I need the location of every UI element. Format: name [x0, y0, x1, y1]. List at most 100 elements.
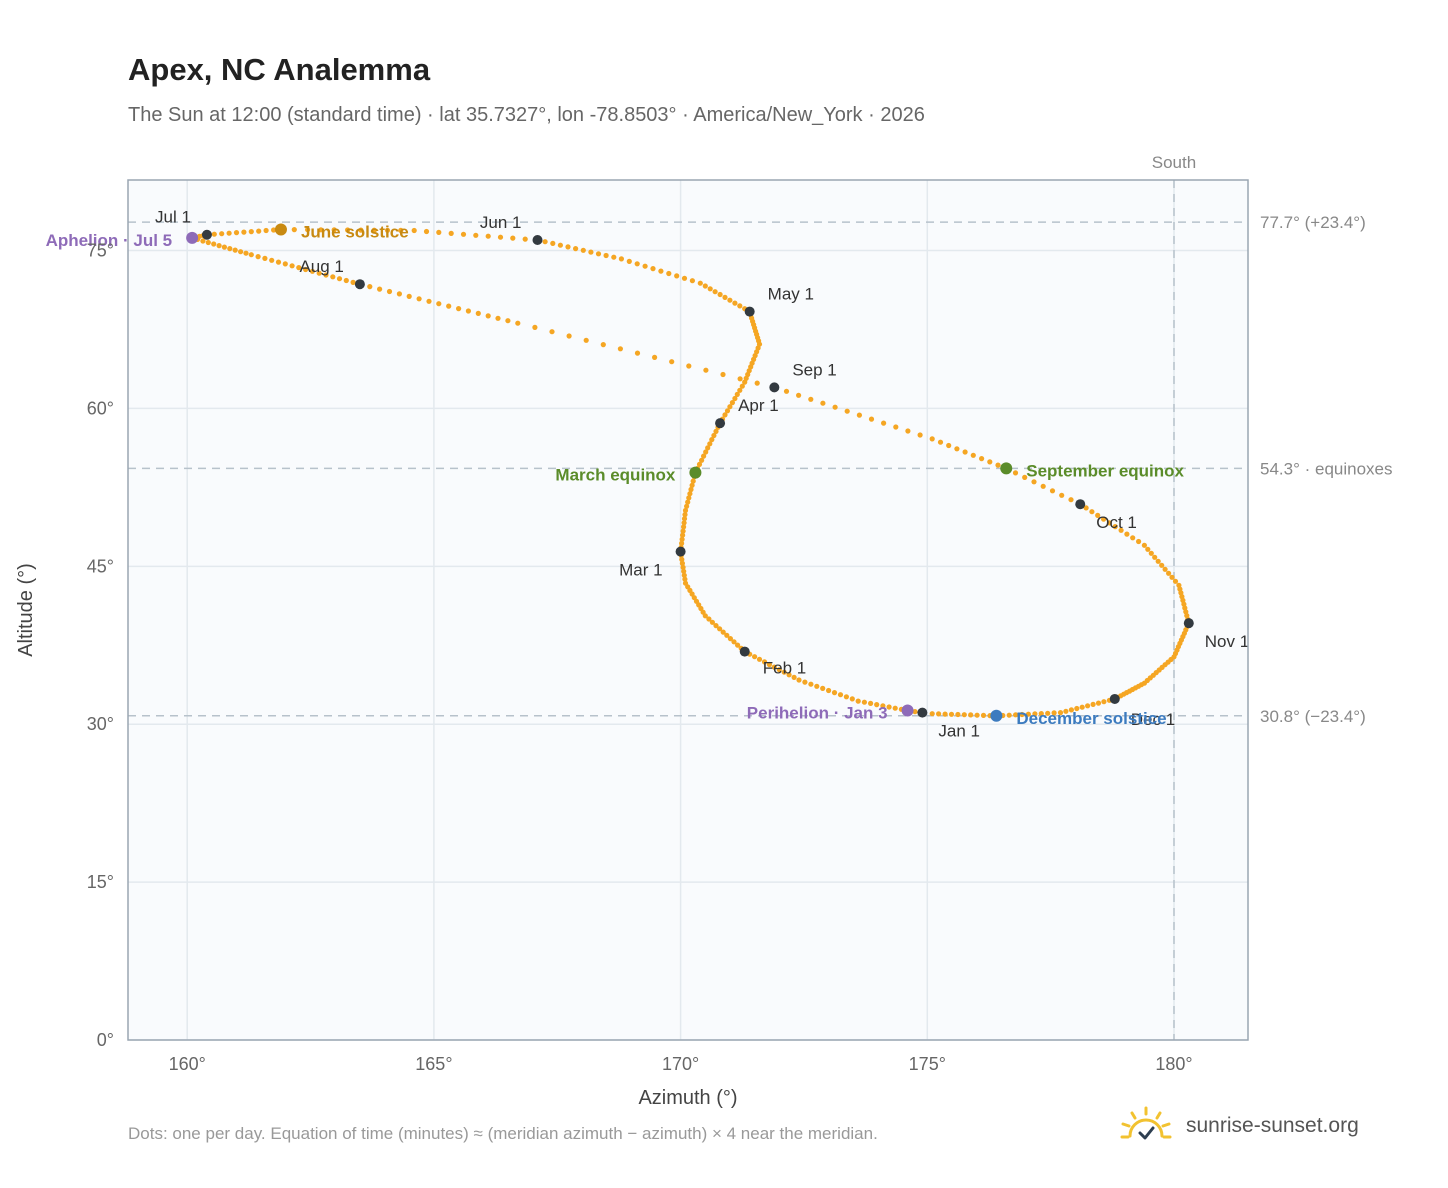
daily-sun-dot: [460, 231, 467, 237]
daily-sun-dot: [386, 288, 393, 295]
daily-sun-dot: [216, 243, 222, 249]
daily-sun-dot: [1032, 711, 1038, 717]
daily-sun-dot: [814, 683, 820, 689]
daily-sun-dot: [323, 272, 329, 278]
daily-sun-dot: [737, 387, 743, 393]
y-tick-label: 45°: [87, 556, 114, 576]
daily-sun-dot: [522, 236, 528, 242]
daily-sun-dot: [248, 229, 254, 235]
daily-sun-dot: [658, 268, 664, 274]
daily-sun-dot: [603, 252, 609, 259]
footnote: Dots: one per day. Equation of time (min…: [128, 1124, 878, 1143]
daily-sun-dot: [262, 255, 268, 261]
daily-sun-dot: [729, 400, 736, 406]
daily-sun-dot: [200, 238, 206, 244]
daily-sun-dot: [936, 711, 942, 717]
daily-sun-dot: [485, 313, 491, 319]
daily-sun-dot: [1172, 578, 1179, 584]
month-label: Jul 1: [155, 208, 191, 227]
brand[interactable]: sunrise-sunset.org: [1120, 1106, 1359, 1146]
y-axis-label: Altitude (°): [15, 563, 37, 657]
daily-sun-dot: [696, 461, 703, 467]
x-tick-label: 175°: [909, 1054, 946, 1074]
event-label: December solstice: [1016, 709, 1166, 728]
daily-sun-dot: [707, 441, 713, 447]
event-label: June solstice: [301, 222, 409, 241]
daily-sun-dot: [995, 462, 1001, 468]
month-label: Oct 1: [1096, 513, 1137, 532]
daily-sun-dot: [886, 704, 892, 710]
daily-sun-dot: [396, 291, 402, 297]
daily-sun-dot: [1038, 711, 1044, 717]
month-label: Apr 1: [738, 396, 779, 415]
daily-sun-dot: [954, 446, 960, 452]
daily-sun-dot: [1136, 538, 1142, 545]
daily-sun-dot: [684, 503, 690, 509]
event-marker: [901, 704, 914, 717]
brand-name[interactable]: sunrise-sunset.org: [1186, 1114, 1359, 1137]
month-label: Dec 1: [1131, 710, 1175, 729]
y-tick-label: 75°: [87, 241, 114, 261]
daily-sun-dot: [688, 486, 694, 493]
daily-sun-dot: [682, 511, 688, 518]
daily-sun-dot: [1074, 705, 1080, 712]
daily-sun-dot: [1085, 703, 1091, 709]
daily-sun-dot: [289, 263, 295, 269]
daily-sun-dot: [791, 674, 797, 681]
daily-sun-dot: [205, 239, 211, 246]
event-markers: June solstice Aphelion · Jul 5 March equin…: [46, 222, 1185, 727]
daily-sun-dot: [679, 536, 685, 542]
daily-sun-dot: [1124, 531, 1130, 537]
daily-sun-dot: [802, 679, 808, 685]
month-label: Sep 1: [792, 360, 836, 379]
daily-sun-dot: [505, 318, 511, 324]
daily-sun-dot: [423, 228, 430, 235]
event-marker: [990, 709, 1003, 722]
daily-sun-dot: [880, 703, 886, 709]
daily-sun-dot: [275, 259, 282, 265]
daily-sun-dot: [557, 242, 564, 248]
daily-sun-dot: [1155, 558, 1161, 564]
x-axis-label: Azimuth (°): [638, 1087, 737, 1109]
daily-sun-dot: [697, 280, 703, 286]
daily-sun-dot: [686, 363, 692, 369]
axes: 160° 165° 170° 175° 180° 0° 15° 30° 45° 60° 75° Azi…: [15, 241, 1193, 1109]
daily-sun-dot: [1159, 562, 1165, 568]
daily-sun-dot: [713, 623, 719, 629]
month-label: Mar 1: [619, 561, 662, 580]
daily-sun-dot: [776, 667, 782, 673]
daily-sun-dot: [808, 681, 814, 687]
y-tick-label: 0°: [97, 1030, 114, 1050]
daily-sun-dot: [532, 324, 538, 330]
daily-sun-dot: [970, 452, 976, 458]
daily-sun-dot: [1101, 699, 1107, 705]
x-tick-label: 170°: [662, 1054, 699, 1074]
daily-sun-dot: [1141, 542, 1147, 548]
daily-sun-dot: [1083, 505, 1089, 511]
daily-sun-dot: [705, 445, 711, 451]
daily-sun-dot: [690, 478, 696, 484]
daily-sun-dot: [367, 284, 373, 290]
daily-sun-dot: [1051, 710, 1057, 716]
daily-sun-dot: [820, 685, 826, 692]
daily-sun-dot: [727, 297, 733, 303]
month-label: May 1: [768, 285, 814, 304]
event-label: September equinox: [1026, 461, 1184, 480]
daily-sun-dot: [241, 229, 247, 235]
daily-sun-dot: [681, 572, 687, 578]
daily-sun-dot: [681, 516, 688, 522]
daily-sun-dot: [565, 244, 571, 250]
daily-sun-dot: [238, 249, 244, 255]
daily-sun-dot: [1169, 574, 1175, 580]
daily-sun-dot: [384, 227, 391, 233]
daily-sun-dot: [680, 564, 686, 571]
daily-sun-dot: [881, 420, 887, 426]
daily-sun-dot: [706, 616, 712, 622]
y-tick-label: 60°: [87, 398, 114, 418]
month-marker: [532, 235, 543, 245]
daily-sun-dot: [669, 359, 675, 365]
daily-sun-dot: [905, 428, 911, 434]
daily-sun-dot: [436, 229, 442, 235]
event-label: Perihelion · Jan 3: [747, 704, 888, 723]
daily-sun-dot: [717, 626, 723, 632]
